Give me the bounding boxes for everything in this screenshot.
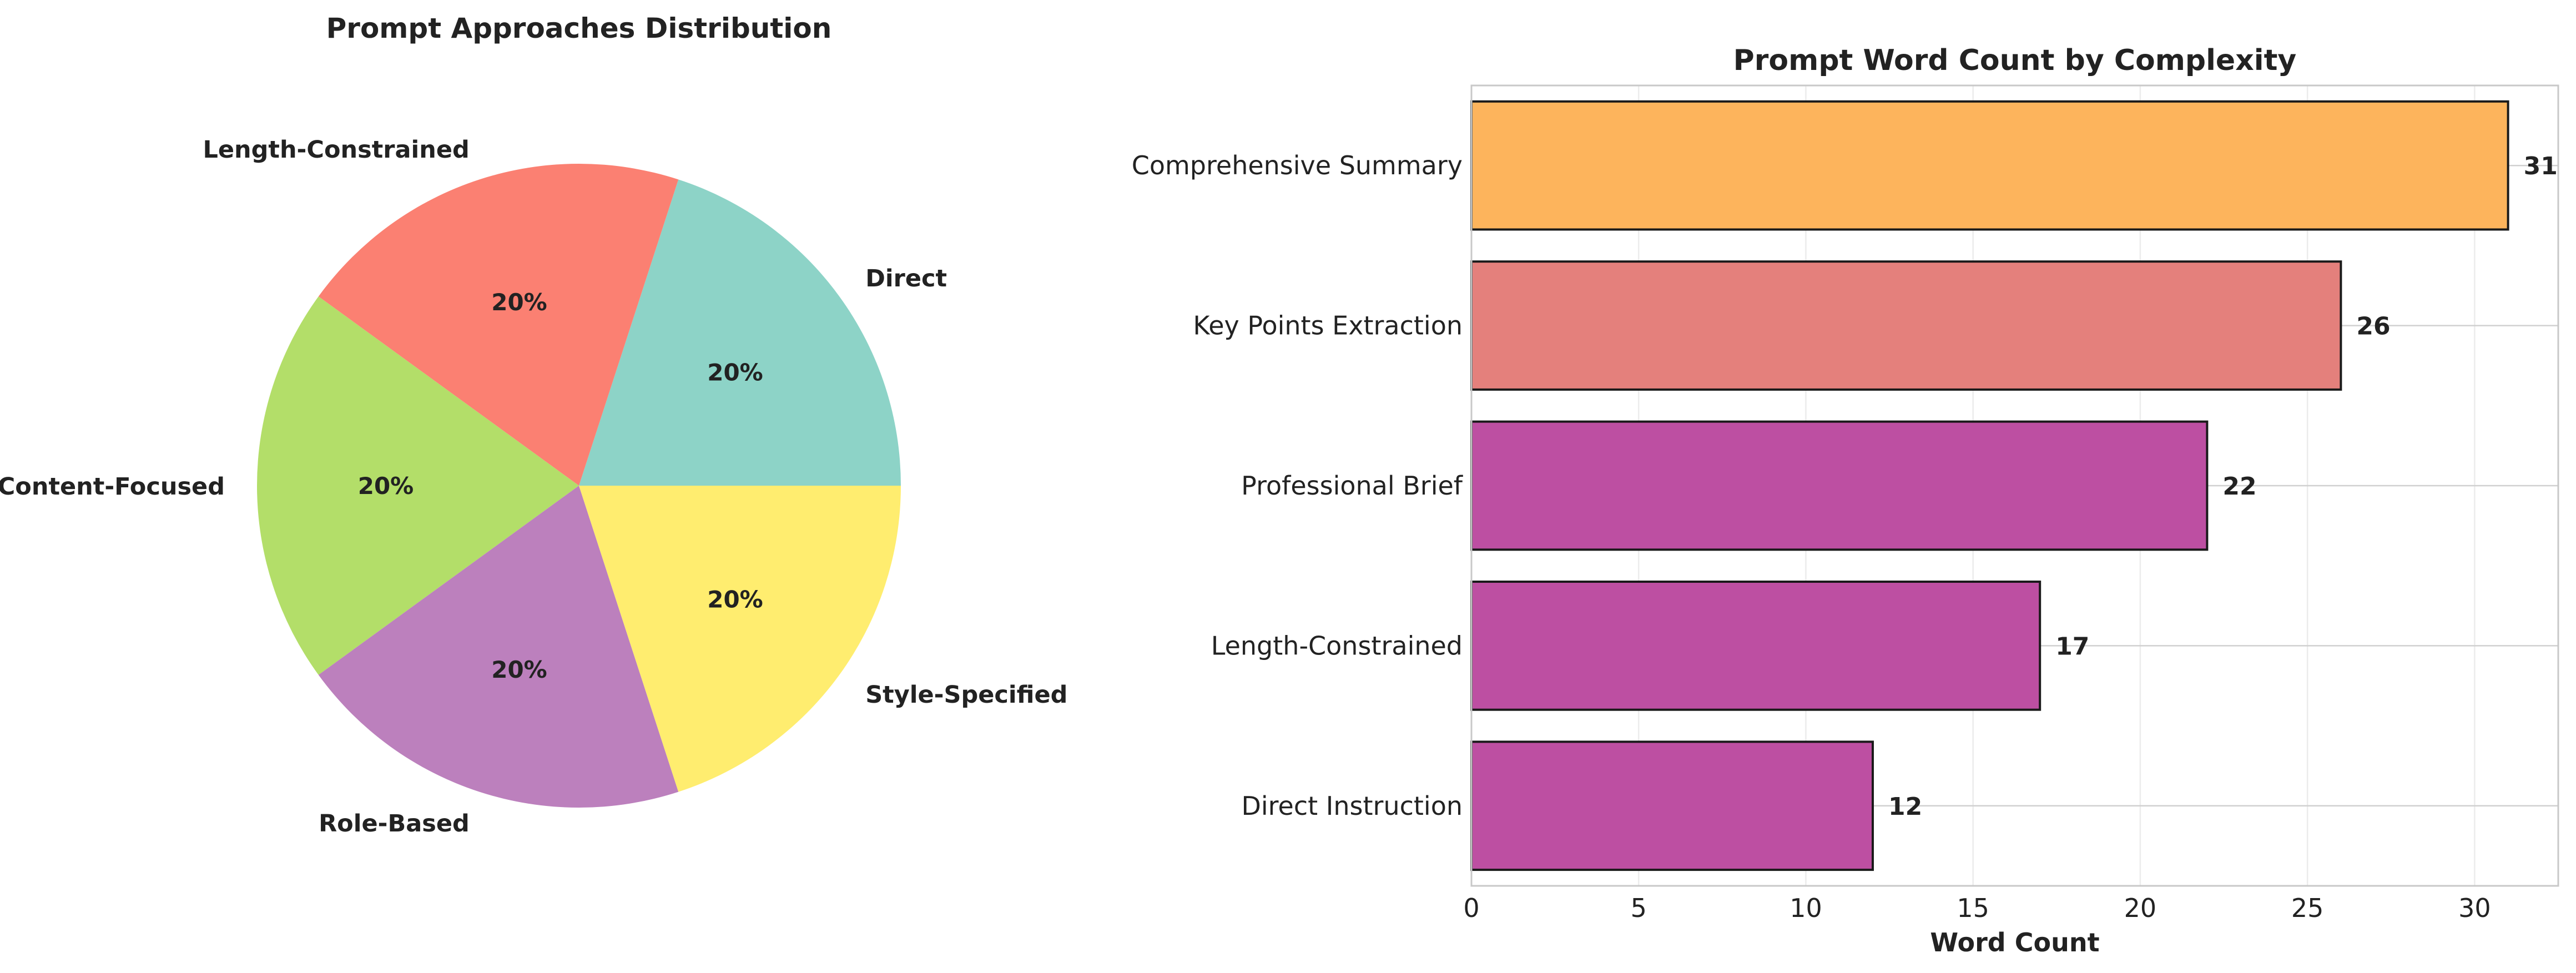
x-axis-label: Word Count — [1930, 927, 2099, 957]
pie-pct-content-focused: 20% — [358, 472, 414, 500]
bar-value-key-points-extraction: 26 — [2356, 312, 2390, 341]
pie-title: Prompt Approaches Distribution — [326, 12, 832, 44]
x-tick-15: 15 — [1957, 893, 1989, 923]
pie-label-style-specified: Style-Specified — [865, 681, 1067, 709]
x-tick-10: 10 — [1789, 893, 1822, 923]
pie-label-direct: Direct — [865, 265, 947, 293]
y-tick-length-constrained: Length-Constrained — [1211, 631, 1463, 661]
bar-direct-instruction — [1470, 740, 1874, 871]
bar-value-professional-brief: 22 — [2222, 472, 2256, 501]
bar-value-comprehensive-summary: 31 — [2524, 152, 2558, 180]
bar-comprehensive-summary — [1470, 100, 2509, 231]
bar-professional-brief — [1470, 420, 2209, 551]
pie-slice-length-constrained — [318, 164, 679, 486]
bar-length-constrained — [1470, 581, 2041, 711]
bar-value-length-constrained: 17 — [2055, 632, 2089, 661]
y-tick-labels: Comprehensive Summary Key Points Extracti… — [1132, 150, 1464, 821]
bars — [1470, 100, 2509, 871]
pie-chart: Prompt Approaches Distribution Direct 20%… — [0, 12, 1067, 838]
pie-pct-direct: 20% — [707, 359, 763, 386]
y-tick-professional-brief: Professional Brief — [1241, 471, 1464, 501]
y-tick-comprehensive-summary: Comprehensive Summary — [1132, 150, 1463, 180]
pie-pct-length-constrained: 20% — [491, 289, 547, 316]
pie-slice-style-specified — [579, 486, 901, 792]
bar-chart: Prompt Word Count by Complexity 31 26 22 17… — [1132, 44, 2559, 957]
x-tick-20: 20 — [2124, 893, 2157, 923]
pie-label-role-based: Role-Based — [319, 810, 470, 838]
x-tick-5: 5 — [1631, 893, 1647, 923]
y-tick-direct-instruction: Direct Instruction — [1241, 791, 1463, 821]
bar-value-direct-instruction: 12 — [1888, 793, 1922, 821]
pie-label-content-focused: Content-Focused — [0, 473, 225, 501]
bar-key-points-extraction — [1470, 260, 2342, 391]
x-tick-0: 0 — [1463, 893, 1479, 923]
pie-pct-style-specified: 20% — [707, 586, 763, 613]
pie-slices — [256, 164, 901, 808]
pie-labels: Direct 20% Length-Constrained 20% Content-Fo… — [0, 136, 1067, 838]
pie-pct-role-based: 20% — [491, 656, 547, 683]
x-tick-30: 30 — [2458, 893, 2491, 923]
pie-label-length-constrained: Length-Constrained — [203, 136, 469, 164]
pie-slice-content-focused — [256, 296, 579, 675]
pie-slice-direct — [579, 179, 901, 486]
bar-title: Prompt Word Count by Complexity — [1733, 44, 2297, 77]
plot-frame — [1470, 84, 2559, 887]
bar-value-labels: 31 26 22 17 12 — [1888, 152, 2558, 821]
pie-slice-role-based — [318, 486, 679, 808]
x-tick-labels: 0 5 10 15 20 25 30 — [1463, 893, 2491, 923]
x-tick-25: 25 — [2291, 893, 2324, 923]
y-tick-key-points-extraction: Key Points Extraction — [1193, 311, 1463, 341]
